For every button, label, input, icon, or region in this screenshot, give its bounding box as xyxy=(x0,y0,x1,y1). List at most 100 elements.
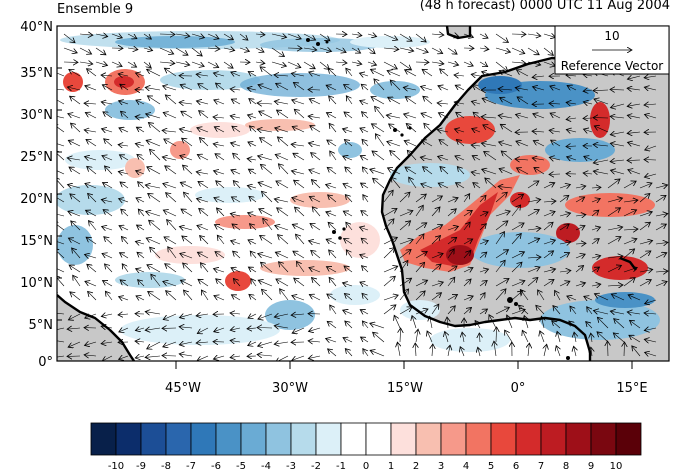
wind-arrow xyxy=(439,140,449,147)
wind-arrow xyxy=(383,248,395,259)
wind-arrow xyxy=(463,279,471,287)
wind-arrow xyxy=(644,313,657,314)
wind-arrow xyxy=(397,342,400,357)
wind-arrow xyxy=(574,346,576,357)
wind-arrow xyxy=(151,274,161,287)
colorbar-box xyxy=(490,422,517,456)
wind-arrow xyxy=(85,183,97,189)
wind-arrow xyxy=(120,182,129,189)
wind-arrow xyxy=(543,269,556,272)
wind-arrow xyxy=(291,144,305,146)
colorbar-label: -8 xyxy=(161,461,171,471)
wind-arrow xyxy=(639,194,650,203)
wind-arrow xyxy=(463,239,473,245)
anomaly-blob xyxy=(556,223,580,243)
wind-arrow xyxy=(399,61,412,70)
wind-arrow xyxy=(260,236,273,245)
longitude-labels: 45°W 30°W 15°W 0° 15°E xyxy=(165,381,648,396)
wind-arrow xyxy=(164,68,177,77)
wind-arrow xyxy=(404,141,417,147)
wind-arrow xyxy=(447,34,459,36)
wind-arrow xyxy=(407,150,417,161)
wind-arrow xyxy=(447,266,457,273)
wind-arrow xyxy=(479,281,487,287)
colorbar-label: 4 xyxy=(463,461,469,471)
wind-arrow xyxy=(159,34,175,35)
colorbar-box xyxy=(340,422,367,456)
wind-arrow xyxy=(70,96,81,105)
colorbar-label: -4 xyxy=(261,461,271,471)
wind-arrow xyxy=(217,235,225,245)
wind-arrow xyxy=(370,350,385,357)
wind-arrow xyxy=(346,250,353,259)
wind-arrow xyxy=(231,268,241,272)
wind-arrow xyxy=(101,75,113,76)
wind-arrow xyxy=(255,34,265,35)
wind-arrow xyxy=(57,249,65,259)
wind-arrow xyxy=(159,47,174,54)
wind-arrow xyxy=(499,142,513,146)
wind-arrow xyxy=(482,98,497,105)
wind-arrow xyxy=(72,248,81,259)
wind-arrow xyxy=(230,89,241,90)
wind-arrow xyxy=(180,280,193,287)
wind-arrow xyxy=(361,337,369,342)
wind-arrow xyxy=(166,291,177,301)
wind-arrow xyxy=(145,328,161,330)
wind-arrow xyxy=(57,178,65,189)
wind-arrow xyxy=(95,47,106,55)
wind-arrow xyxy=(248,142,257,146)
wind-arrow xyxy=(559,281,570,287)
wind-arrow xyxy=(516,115,529,119)
wind-arrow xyxy=(511,194,524,203)
wind-arrow xyxy=(655,185,668,188)
wind-arrow xyxy=(183,165,193,175)
wind-arrow xyxy=(478,347,480,357)
wind-arrow xyxy=(328,195,337,203)
wind-arrow xyxy=(231,143,241,146)
wind-arrow xyxy=(540,331,544,343)
wind-arrow xyxy=(297,261,305,273)
colorbar-box xyxy=(240,422,267,456)
wind-arrow xyxy=(495,61,508,71)
wind-arrow xyxy=(57,276,65,287)
colorbar-box xyxy=(115,422,142,456)
wind-arrow xyxy=(399,260,408,273)
wind-arrow xyxy=(257,129,273,132)
wind-arrow xyxy=(328,68,337,77)
wind-arrow xyxy=(344,294,353,301)
wind-arrow xyxy=(399,239,413,245)
wind-arrow xyxy=(383,266,398,273)
wind-arrow xyxy=(199,208,209,217)
anomaly-blob xyxy=(225,271,251,291)
wind-arrow xyxy=(231,170,241,174)
wind-arrow xyxy=(593,90,609,91)
wind-arrow xyxy=(524,316,528,329)
wind-arrow xyxy=(57,195,65,203)
wind-arrow xyxy=(543,34,556,37)
wind-arrow xyxy=(495,232,505,245)
wind-arrow xyxy=(415,262,425,273)
anomaly-blob xyxy=(63,72,83,92)
lon-label: 15°W xyxy=(387,381,423,396)
wind-arrow xyxy=(593,144,609,146)
wind-arrow xyxy=(559,224,569,231)
colorbar-box xyxy=(515,422,542,456)
wind-arrow xyxy=(136,269,145,272)
lon-ticks xyxy=(175,361,633,369)
wind-arrow xyxy=(292,327,305,333)
wind-arrow xyxy=(276,83,289,91)
anomaly-blob xyxy=(338,142,362,158)
wind-arrow xyxy=(276,279,289,287)
wind-arrow xyxy=(655,224,666,231)
wind-arrow xyxy=(479,333,480,343)
wind-arrow xyxy=(303,61,315,69)
wind-arrow xyxy=(473,112,481,119)
wind-arrow xyxy=(431,47,443,54)
wind-arrow xyxy=(394,315,401,329)
wind-arrow xyxy=(326,239,337,245)
anomaly-blob xyxy=(195,187,265,203)
wind-arrow xyxy=(68,185,81,188)
wind-arrow xyxy=(196,172,209,174)
wind-arrow xyxy=(520,290,529,301)
